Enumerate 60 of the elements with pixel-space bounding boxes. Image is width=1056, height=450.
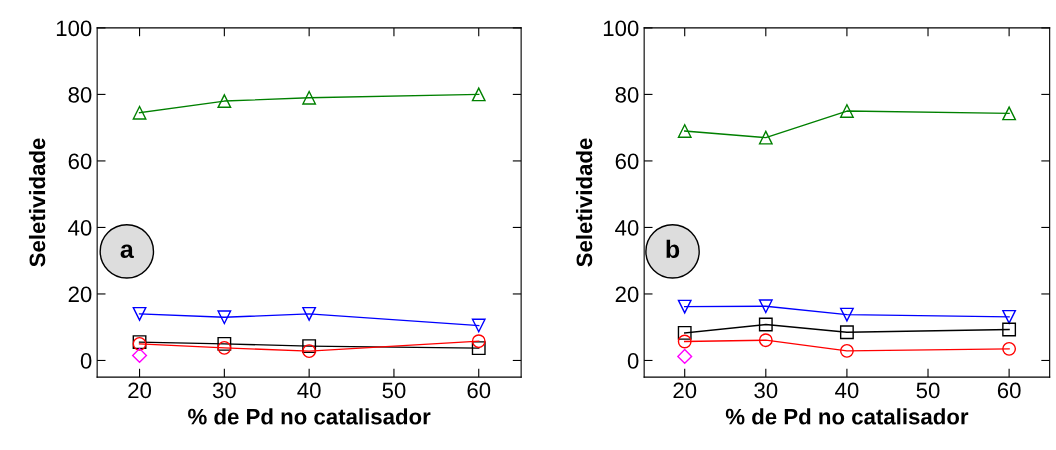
y-tick-label: 60 (615, 153, 639, 170)
y-tick-label: 0 (80, 353, 92, 369)
x-tick-label: 40 (835, 382, 859, 399)
y-tick-label: 80 (68, 86, 92, 103)
y-tick-label: 40 (615, 219, 639, 236)
point (839, 104, 854, 118)
y-tick-label: 80 (615, 86, 639, 103)
point (471, 318, 486, 333)
point (217, 340, 232, 355)
y-tick-label: 100 (56, 20, 92, 37)
x-tick-label: 20 (128, 382, 152, 399)
point (839, 343, 854, 358)
point (758, 299, 773, 314)
annotation: a (120, 244, 134, 259)
point (677, 325, 692, 340)
point (471, 87, 486, 102)
point (677, 348, 693, 365)
point (471, 334, 486, 349)
y-tick-label: 20 (68, 286, 92, 303)
point (758, 333, 773, 348)
x-axis-title: % de Pd no catalisador (725, 408, 969, 425)
x-tick-label: 20 (673, 382, 697, 399)
x-axis-title: % de Pd no catalisador (188, 408, 431, 425)
point (1002, 341, 1017, 356)
point (677, 124, 692, 138)
point (131, 347, 148, 364)
point (471, 341, 486, 356)
point (758, 317, 773, 332)
x-tick-label: 40 (297, 382, 321, 399)
point (217, 310, 232, 325)
x-tick-label: 50 (916, 382, 940, 399)
y-axis-title: Seletividade (575, 138, 593, 267)
y-tick-label: 40 (68, 219, 92, 236)
point (839, 325, 854, 340)
point (302, 90, 317, 105)
y-tick-label: 60 (68, 153, 92, 170)
x-tick-label: 50 (382, 382, 406, 399)
x-tick-label: 60 (997, 382, 1021, 399)
point (758, 130, 773, 145)
point (302, 306, 317, 321)
point (132, 105, 147, 120)
point (1002, 106, 1017, 121)
point (1002, 322, 1017, 337)
point (677, 334, 692, 349)
point (302, 344, 317, 359)
point (1002, 309, 1017, 324)
x-tick-label: 30 (754, 382, 778, 399)
point (302, 339, 317, 354)
x-tick-label: 30 (212, 382, 236, 399)
y-tick-label: 0 (627, 353, 639, 369)
y-axis-title: Seletividade (28, 138, 46, 267)
point (677, 299, 692, 314)
x-tick-label: 60 (467, 382, 491, 399)
point (217, 336, 232, 351)
point (217, 94, 232, 109)
point (839, 307, 854, 322)
annotation: b (666, 239, 680, 259)
point (132, 306, 147, 321)
y-tick-label: 100 (603, 20, 639, 37)
y-tick-label: 20 (615, 286, 639, 303)
